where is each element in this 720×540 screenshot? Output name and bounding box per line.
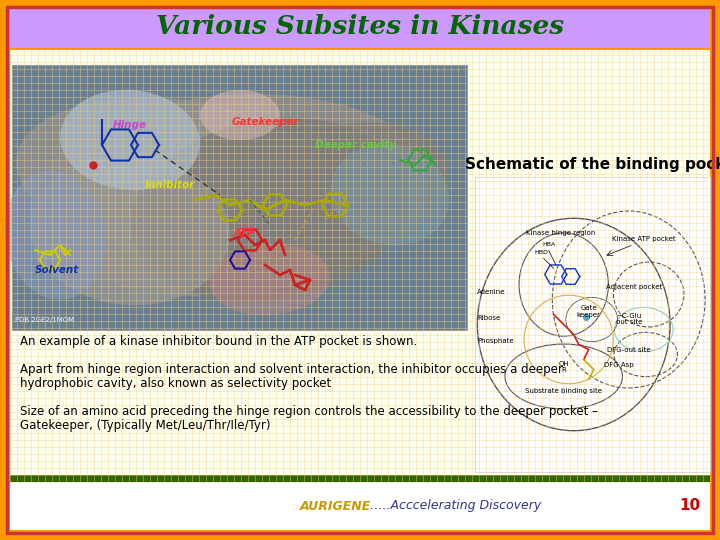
Text: Kinase ATP pocket: Kinase ATP pocket bbox=[612, 237, 675, 242]
Ellipse shape bbox=[200, 90, 280, 140]
Text: Gate
keeper: Gate keeper bbox=[577, 305, 600, 318]
Text: ~C-Glu
out site: ~C-Glu out site bbox=[616, 313, 642, 326]
Ellipse shape bbox=[131, 118, 409, 302]
Text: AURIGENE: AURIGENE bbox=[300, 500, 372, 512]
Text: HBD: HBD bbox=[535, 251, 549, 255]
Text: Gatekeeper: Gatekeeper bbox=[231, 117, 299, 127]
FancyBboxPatch shape bbox=[475, 177, 710, 472]
Text: Inhibitor: Inhibitor bbox=[145, 180, 195, 190]
FancyBboxPatch shape bbox=[12, 65, 467, 330]
Text: …..Acccelerating Discovery: …..Acccelerating Discovery bbox=[370, 500, 541, 512]
Text: DFG Asp: DFG Asp bbox=[603, 361, 634, 368]
Ellipse shape bbox=[210, 245, 330, 315]
Ellipse shape bbox=[4, 171, 106, 300]
Ellipse shape bbox=[252, 122, 448, 258]
FancyBboxPatch shape bbox=[10, 7, 710, 48]
Ellipse shape bbox=[330, 144, 449, 246]
Text: Gatekeeper, (Typically Met/Leu/Thr/Ile/Tyr): Gatekeeper, (Typically Met/Leu/Thr/Ile/T… bbox=[20, 419, 271, 432]
Text: Kinase hinge region: Kinase hinge region bbox=[526, 230, 595, 235]
Text: 10: 10 bbox=[679, 498, 700, 514]
Text: Ribose: Ribose bbox=[477, 314, 500, 321]
Text: Apart from hinge region interaction and solvent interaction, the inhibitor occup: Apart from hinge region interaction and … bbox=[20, 363, 563, 376]
Text: HBA: HBA bbox=[542, 242, 555, 247]
Ellipse shape bbox=[30, 155, 230, 305]
Text: hydrophobic cavity, also known as selectivity pocket: hydrophobic cavity, also known as select… bbox=[20, 377, 331, 390]
Ellipse shape bbox=[60, 90, 200, 190]
Text: OH
R: OH R bbox=[559, 361, 569, 374]
Text: Phosphate: Phosphate bbox=[477, 338, 513, 343]
Text: Solvent: Solvent bbox=[35, 265, 79, 275]
Ellipse shape bbox=[17, 98, 343, 262]
Text: ATP: ATP bbox=[234, 228, 256, 238]
Text: An example of a kinase inhibitor bound in the ATP pocket is shown.: An example of a kinase inhibitor bound i… bbox=[20, 335, 418, 348]
FancyBboxPatch shape bbox=[10, 475, 710, 482]
Text: DFG-out site: DFG-out site bbox=[607, 348, 650, 354]
FancyBboxPatch shape bbox=[10, 482, 710, 530]
Text: Size of an amino acid preceding the hinge region controls the accessibility to t: Size of an amino acid preceding the hing… bbox=[20, 405, 598, 418]
Text: Hinge: Hinge bbox=[113, 120, 147, 130]
Text: Adenine: Adenine bbox=[477, 289, 505, 295]
FancyBboxPatch shape bbox=[10, 50, 710, 482]
Ellipse shape bbox=[30, 94, 429, 296]
Text: Adjacent pocket: Adjacent pocket bbox=[606, 285, 662, 291]
Text: PDB 2GE2/1MOM: PDB 2GE2/1MOM bbox=[15, 317, 74, 323]
Text: Deeper cavity: Deeper cavity bbox=[315, 140, 395, 150]
Text: Substrate binding site: Substrate binding site bbox=[525, 388, 602, 394]
Text: Various Subsites in Kinases: Various Subsites in Kinases bbox=[156, 15, 564, 39]
Text: Schematic of the binding pock: Schematic of the binding pock bbox=[465, 158, 720, 172]
